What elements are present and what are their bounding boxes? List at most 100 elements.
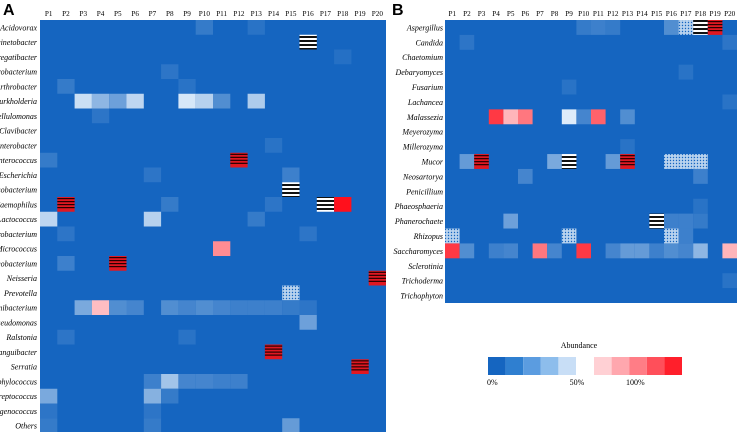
- heatmap-cell-burkholderia-p10: [195, 93, 213, 109]
- heatmap-cell-saccharomyces-p17: [678, 243, 694, 259]
- stripe-line: [707, 27, 723, 29]
- row-label-neisseria: Neisseria: [6, 274, 37, 283]
- row-label-agrobacterium: Agrobacterium: [0, 68, 37, 77]
- heatmap-cell-microbacterium-p16: [299, 226, 317, 242]
- heatmap-cell-burkholderia-p4: [91, 93, 110, 109]
- row-label-lachancea: Lachancea: [407, 98, 443, 107]
- legend-swatch-2: [523, 357, 541, 375]
- heatmap-cell-others-p1: [40, 418, 58, 432]
- heatmap-cell-haemophilus-p18: [334, 197, 352, 212]
- row-label-cellulomonas: Cellulomonas: [0, 112, 37, 121]
- heatmap-cell-phanerochaete-p18: [693, 213, 708, 229]
- heatmap-cell-aggregatibacter-p18: [334, 49, 352, 65]
- row-label-acinetobacter: Acinetobacter: [0, 38, 38, 47]
- stripe-line: [368, 271, 386, 273]
- heatmap-cell-phanerochaete-p5: [503, 213, 518, 229]
- heatmap-cell-saccharomyces-p2: [459, 243, 475, 259]
- stripe-line: [230, 153, 248, 155]
- column-label-p16: P16: [666, 10, 678, 18]
- stripe-line: [368, 277, 386, 279]
- heatmap-cell-others-p15: [282, 418, 300, 432]
- heatmap-cell-mycobacterium-p2: [57, 256, 75, 271]
- heatmap-cell-streptococcus-p1: [40, 388, 58, 404]
- column-label-p9: P9: [565, 10, 573, 18]
- column-label-p18: P18: [695, 10, 707, 18]
- heatmap-cell-malassezia-p13: [620, 109, 635, 125]
- row-label-others: Others: [15, 422, 37, 431]
- heatmap-cell-burkholderia-p9: [178, 93, 196, 109]
- column-label-p8: P8: [166, 10, 174, 18]
- row-label-tetragenococcus: Tetragenococcus: [0, 407, 37, 416]
- heatmap-cell-saccharomyces-p1: [445, 243, 460, 259]
- heatmap-cell-arthrobacter-p9: [178, 79, 196, 94]
- column-label-p9: P9: [183, 10, 191, 18]
- heatmap-cell-saccharomyces-p13: [620, 243, 635, 259]
- row-label-phaeosphaeria: Phaeosphaeria: [394, 202, 443, 211]
- heatmap-cell-malassezia-p10: [576, 109, 591, 125]
- column-label-p5: P5: [507, 10, 515, 18]
- heatmap-cell-saccharomyces-p4: [488, 243, 504, 259]
- stripe-line: [109, 266, 127, 268]
- panel-letter-a: A: [3, 2, 15, 19]
- column-label-p18: P18: [337, 10, 349, 18]
- heatmap-cell-malassezia-p9: [561, 109, 577, 125]
- column-label-p19: P19: [354, 10, 366, 18]
- stripe-line: [264, 354, 283, 356]
- column-label-p20: P20: [724, 10, 736, 18]
- row-label-trichoderma: Trichoderma: [402, 277, 443, 286]
- heatmap-cell-saccharomyces-p15: [649, 243, 664, 259]
- stripe-line: [230, 162, 248, 164]
- heatmap-cell-saccharomyces-p5: [503, 243, 518, 259]
- heatmap-cell-micrococcus-p11: [213, 241, 231, 256]
- stripe-line: [707, 30, 723, 32]
- heatmap-cell-rhizopus-p17: [678, 228, 694, 244]
- stripe-line: [707, 21, 723, 23]
- column-label-p7: P7: [149, 10, 157, 18]
- stripe-line: [57, 207, 75, 209]
- heatmap-cell-phanerochaete-p17: [678, 213, 694, 229]
- heatmap-cell-lactococcus-p1: [40, 211, 58, 227]
- heatmap-cell-neosartorya-p6: [518, 168, 533, 184]
- heatmap-cell-pseudomonas-p16: [299, 315, 317, 330]
- column-label-p3: P3: [478, 10, 486, 18]
- stripe-line: [109, 260, 127, 262]
- column-label-p12: P12: [233, 10, 245, 18]
- heatmap-cell-propionibacterium-p10: [195, 300, 213, 315]
- heatmap-cell-staphylococcus-p9: [178, 374, 196, 389]
- row-label-acidovorax: Acidovorax: [0, 23, 37, 32]
- column-label-p17: P17: [680, 10, 692, 18]
- heatmap-cell-others-p7: [143, 418, 162, 432]
- stripe-line: [230, 159, 248, 161]
- column-label-p19: P19: [710, 10, 722, 18]
- row-label-chaetomium: Chaetomium: [402, 53, 443, 62]
- column-label-p1: P1: [449, 10, 457, 18]
- heatmap-cell-prevotella-p15: [282, 285, 300, 301]
- row-label-arthrobacter: Arthrobacter: [0, 82, 38, 91]
- heatmap-cell-burkholderia-p5: [109, 93, 127, 109]
- stripe-line: [351, 360, 369, 362]
- heatmap-cell-lactococcus-p13: [247, 211, 265, 227]
- heatmap-cell-acinetobacter-p16: [299, 34, 317, 50]
- legend-swatch-0: [488, 357, 506, 375]
- heatmap-cell-saccharomyces-p20: [722, 243, 737, 259]
- heatmap-cell-staphylococcus-p8: [161, 374, 179, 389]
- heatmap-cell-propionibacterium-p11: [213, 300, 231, 315]
- heatmap-cell-escherichia-p15: [282, 167, 300, 183]
- row-label-enterococcus: Enterococcus: [0, 156, 37, 165]
- stripe-line: [368, 280, 386, 282]
- stripe-line: [109, 257, 127, 259]
- column-label-p20: P20: [372, 10, 384, 18]
- heatmap-cell-microbacterium-p2: [57, 226, 75, 242]
- heatmap-cell-saccharomyces-p18: [693, 243, 708, 259]
- column-label-p2: P2: [62, 10, 70, 18]
- row-label-prevotella: Prevotella: [3, 289, 37, 298]
- row-label-escherichia: Escherichia: [0, 171, 37, 180]
- column-label-p7: P7: [536, 10, 544, 18]
- heatmap-cell-streptococcus-p8: [161, 388, 179, 404]
- heatmap-cell-staphylococcus-p10: [195, 374, 213, 389]
- row-label-saccharomyces: Saccharomyces: [394, 247, 443, 256]
- stripe-line: [474, 155, 489, 157]
- column-label-p15: P15: [285, 10, 297, 18]
- column-label-p10: P10: [578, 10, 590, 18]
- column-label-p6: P6: [522, 10, 530, 18]
